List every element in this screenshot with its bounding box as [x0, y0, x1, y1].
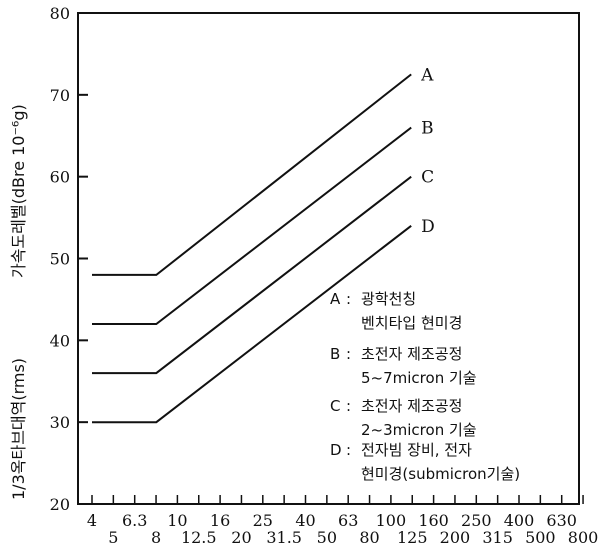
x-tick-label: 31.5 [266, 528, 302, 546]
y-tick-label: 50 [50, 250, 70, 269]
x-tick-label: 630 [546, 511, 577, 530]
x-tick-label: 16 [210, 511, 230, 530]
x-tick-label: 80 [359, 528, 379, 546]
series-label-B: B [421, 119, 434, 139]
y-tick-label: 20 [50, 495, 70, 514]
x-tick-label: 160 [418, 511, 449, 530]
plot-frame [77, 12, 580, 505]
x-tick-label: 50 [317, 528, 337, 546]
x-tick-label: 40 [295, 511, 315, 530]
x-tick-label: 6.3 [122, 511, 147, 530]
series-label-A: A [420, 65, 434, 85]
x-tick-label: 8 [151, 528, 161, 546]
legend-text: 광학천칭 [361, 290, 416, 308]
legend-key: B [330, 345, 340, 363]
x-tick-label: 12.5 [181, 528, 217, 546]
x-tick-label: 800 [568, 528, 599, 546]
series-labels: A B C D [420, 65, 435, 236]
series-line-B [92, 126, 412, 325]
x-tick-label: 250 [461, 511, 492, 530]
y-tick-label: 30 [50, 413, 70, 432]
x-tick-label: 100 [376, 511, 407, 530]
legend-entry-B: B: 초전자 제조공정 5~7micron 기술 [330, 345, 477, 387]
x-tick-label: 63 [338, 511, 358, 530]
series-label-C: C [421, 168, 434, 188]
x-tick-label: 10 [167, 511, 187, 530]
x-tick-label: 200 [440, 528, 471, 546]
y-tick-label: 60 [50, 168, 70, 187]
legend-text: 벤치타입 현미경 [361, 314, 462, 332]
y-tick-label: 80 [50, 4, 70, 23]
x-tick-label: 400 [504, 511, 535, 530]
series-line-C [92, 175, 412, 375]
y-axis-title: 1/3옥타브대역(rms) 가속도레벨(dBre 10⁻⁶g) [9, 104, 28, 500]
legend-key: A [330, 290, 341, 308]
x-tick-label: 5 [108, 528, 118, 546]
y-tick-label: 70 [50, 86, 70, 105]
legend-text: 초전자 제조공정 [361, 345, 462, 363]
series-lines [92, 73, 412, 424]
x-axis-ticks: 456.381012.516202531.5405063801001251602… [87, 495, 598, 546]
x-tick-label: 315 [482, 528, 513, 546]
legend-text: 초전자 제조공정 [361, 397, 462, 415]
series-line-A [92, 73, 412, 276]
legend-text: 현미경(submicron기술) [361, 465, 520, 483]
y-axis-ticks: 20 30 40 50 60 70 80 [50, 4, 88, 514]
legend-separator: : [346, 290, 351, 308]
y-axis-title-lower: 1/3옥타브대역(rms) [9, 358, 28, 500]
y-axis-title-upper: 가속도레벨(dBre 10⁻⁶g) [9, 104, 28, 278]
legend-entry-C: C: 초전자 제조공정 2~3micron 기술 [330, 397, 477, 439]
y-tick-label: 40 [50, 331, 70, 350]
x-tick-label: 125 [397, 528, 428, 546]
legend-key: C [330, 397, 340, 415]
legend-text: 2~3micron 기술 [361, 421, 477, 439]
legend-text: 전자빔 장비, 전자 [361, 441, 472, 459]
x-tick-label: 20 [231, 528, 251, 546]
legend-key: D [330, 441, 342, 459]
x-tick-label: 25 [253, 511, 273, 530]
legend-separator: : [346, 345, 351, 363]
x-tick-label: 4 [87, 511, 97, 530]
legend-separator: : [346, 441, 351, 459]
x-tick-label: 500 [525, 528, 556, 546]
series-label-D: D [421, 217, 435, 237]
legend-text: 5~7micron 기술 [361, 369, 477, 387]
legend-separator: : [346, 397, 351, 415]
series-line-D [92, 225, 412, 424]
